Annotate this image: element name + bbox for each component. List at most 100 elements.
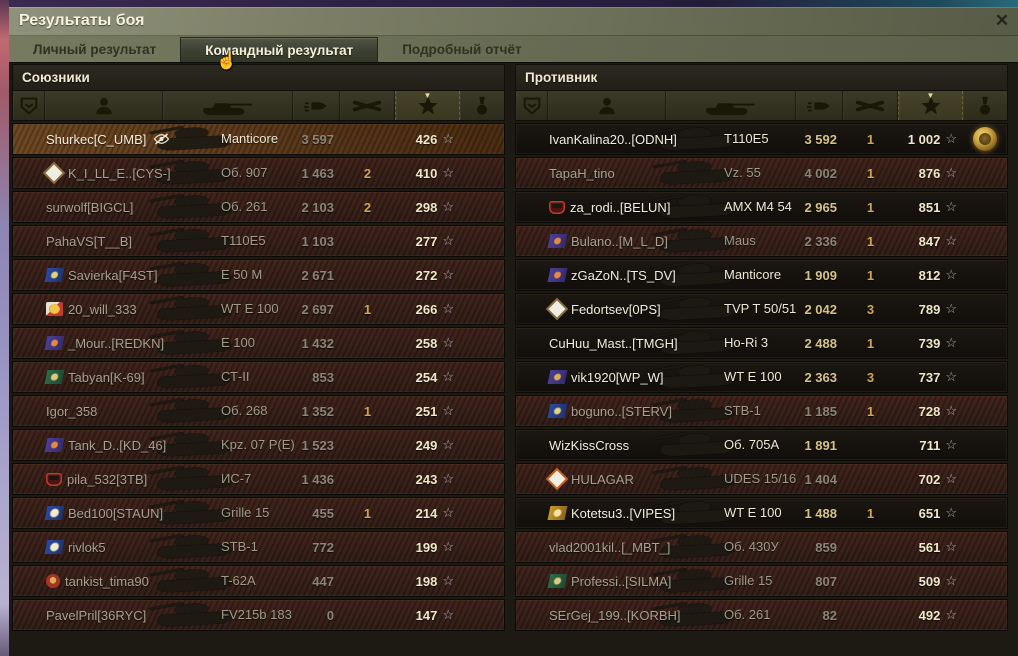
xp-value: 737 [918, 369, 941, 385]
table-row[interactable]: TapaH_tino Vz. 55 4 002 1 876 ☆ [515, 157, 1008, 189]
vehicle-name: UDES 15/16 [724, 471, 797, 486]
player-name: Fedortsev[0PS] [571, 301, 661, 317]
vehicle-cell: T110E5 [163, 232, 293, 250]
table-row[interactable]: CuHuu_Mast..[TMGH] Ho-Ri 3 2 488 1 739 ☆ [515, 327, 1008, 359]
vehicle-column-header[interactable] [163, 91, 293, 120]
clan-emblem [44, 438, 65, 452]
clan-icon [18, 95, 40, 117]
vehicle-icon [200, 95, 256, 117]
damage-value: 1 436 [301, 471, 334, 487]
table-row[interactable]: SErGej_199..[KORBH] Об. 261 82 492 ☆ [515, 599, 1008, 631]
kills-value: 1 [866, 335, 875, 351]
table-row[interactable]: boguno..[STERV] STB-1 1 185 1 728 ☆ [515, 395, 1008, 427]
vehicle-cell: STB-1 [666, 402, 796, 420]
vehicle-name: СТ-II [221, 369, 250, 384]
xp-value: 298 [415, 199, 438, 215]
vehicle-name: T-62A [221, 573, 256, 588]
player-name: TapaH_tino [549, 165, 615, 181]
tab-detailed-report[interactable]: Подробный отчёт [402, 42, 522, 57]
damage-value: 1 404 [804, 471, 837, 487]
medal-header-icon [975, 95, 995, 117]
xp-cell: 199 ☆ [395, 539, 460, 555]
medal-cell [963, 127, 1007, 151]
player-name: PahaVS[T__B] [46, 233, 132, 249]
table-row[interactable]: Bulano..[M_L_D] Maus 2 336 1 847 ☆ [515, 225, 1008, 257]
xp-cell: 272 ☆ [395, 267, 460, 283]
table-row[interactable]: tankist_tima90 T-62A 447 198 ☆ [12, 565, 505, 597]
table-row[interactable]: Bed100[STAUN] Grille 15 455 1 214 ☆ [12, 497, 505, 529]
xp-value: 728 [918, 403, 941, 419]
table-row[interactable]: Savierka[F4ST] E 50 M 2 671 272 ☆ [12, 259, 505, 291]
clan-emblem [44, 336, 65, 350]
table-row[interactable]: K_I_LL_E..[CYS-] Об. 907 1 463 2 410 ☆ [12, 157, 505, 189]
player-name: zGaZoN..[TS_DV] [571, 267, 676, 283]
medal-column-header[interactable] [963, 91, 1007, 120]
table-row[interactable]: Tabyan[K-69] СТ-II 853 254 ☆ [12, 361, 505, 393]
table-row[interactable]: surwolf[BIGCL] Об. 261 2 103 2 298 ☆ [12, 191, 505, 223]
table-row[interactable]: _Mour..[REDKN] E 100 1 432 258 ☆ [12, 327, 505, 359]
table-row[interactable]: IvanKalina20..[ODNH] T110E5 3 592 1 1 00… [515, 123, 1008, 155]
kills-value: 1 [866, 165, 875, 181]
table-row[interactable]: Shurkec[C_UMB] Manticore 3 597 426 ☆ [12, 123, 505, 155]
table-row[interactable]: vik1920[WP_W] WT E 100 2 363 3 737 ☆ [515, 361, 1008, 393]
tab-personal-result[interactable]: Личный результат [33, 42, 157, 57]
clan-column-header[interactable] [13, 91, 45, 120]
player-name: PavelPril[36RYC] [46, 607, 147, 623]
xp-star-icon: ☆ [945, 335, 957, 350]
table-row[interactable]: Kotetsu3..[VIPES] WT E 100 1 488 1 651 ☆ [515, 497, 1008, 529]
player-column-header[interactable] [548, 91, 666, 120]
xp-value: 739 [918, 335, 941, 351]
close-button[interactable]: ✕ [994, 11, 1010, 30]
table-row[interactable]: pila_532[3TB] ИС-7 1 436 243 ☆ [12, 463, 505, 495]
table-row[interactable]: Professi..[SILMA] Grille 15 807 509 ☆ [515, 565, 1008, 597]
table-row[interactable]: PahaVS[T__B] T110E5 1 103 277 ☆ [12, 225, 505, 257]
table-row[interactable]: rivlok5 STB-1 772 199 ☆ [12, 531, 505, 563]
table-row[interactable]: HULAGAR UDES 15/16 1 404 702 ☆ [515, 463, 1008, 495]
damage-value: 1 185 [804, 403, 837, 419]
vehicle-name: Grille 15 [221, 505, 270, 520]
xp-cell: 728 ☆ [898, 403, 963, 419]
clan-column-header[interactable] [516, 91, 548, 120]
vehicle-cell: Ho-Ri 3 [666, 334, 796, 352]
damage-column-header[interactable] [796, 91, 843, 120]
table-row[interactable]: Igor_358 Об. 268 1 352 1 251 ☆ [12, 395, 505, 427]
table-row[interactable]: 20_will_333 WT E 100 2 697 1 266 ☆ [12, 293, 505, 325]
damage-value: 859 [815, 539, 837, 555]
xp-value: 258 [415, 335, 438, 351]
table-row[interactable]: Fedortsev[0PS] TVP T 50/51 2 042 3 789 ☆ [515, 293, 1008, 325]
player-name: WizKissCross [549, 437, 630, 453]
player-name: Savierka[F4ST] [68, 267, 158, 283]
table-row[interactable]: vlad2001kil..[_MBT_] Об. 430У 859 561 ☆ [515, 531, 1008, 563]
clan-emblem [547, 268, 568, 282]
damage-column-header[interactable] [293, 91, 340, 120]
player-cell: PahaVS[T__B] [13, 234, 163, 249]
xp-column-header[interactable]: ▼ [898, 91, 963, 120]
damage-value: 2 336 [804, 233, 837, 249]
vehicle-name: WT E 100 [724, 505, 782, 520]
vehicle-name: T110E5 [724, 131, 769, 146]
vehicle-column-header[interactable] [666, 91, 796, 120]
tab-team-result[interactable]: Командный результат [180, 37, 379, 62]
xp-value: 243 [415, 471, 438, 487]
table-row[interactable]: za_rodi..[BELUN] AMX M4 54 2 965 1 851 ☆ [515, 191, 1008, 223]
table-row[interactable]: WizKissCross Об. 705А 1 891 711 ☆ [515, 429, 1008, 461]
xp-value: 711 [919, 437, 941, 453]
kills-value: 1 [866, 199, 875, 215]
table-row[interactable]: PavelPril[36RYC] FV215b 183 0 147 ☆ [12, 599, 505, 631]
xp-cell: 711 ☆ [898, 437, 963, 453]
kills-value: 1 [866, 267, 875, 283]
table-row[interactable]: Tank_D..[KD_46] Kpz. 07 P(E) 1 523 249 ☆ [12, 429, 505, 461]
table-row[interactable]: zGaZoN..[TS_DV] Manticore 1 909 1 812 ☆ [515, 259, 1008, 291]
xp-value: 561 [918, 539, 941, 555]
xp-cell: 1 002 ☆ [898, 131, 963, 147]
vehicle-cell: Grille 15 [163, 504, 293, 522]
medal-column-header[interactable] [460, 91, 504, 120]
kills-column-header[interactable] [843, 91, 898, 120]
xp-cell: 876 ☆ [898, 165, 963, 181]
xp-column-header[interactable]: ▼ [395, 91, 460, 120]
kills-column-header[interactable] [340, 91, 395, 120]
player-name: pila_532[3TB] [67, 471, 148, 487]
xp-value: 272 [415, 267, 438, 283]
player-cell: K_I_LL_E..[CYS-] [13, 164, 171, 182]
player-column-header[interactable] [45, 91, 163, 120]
